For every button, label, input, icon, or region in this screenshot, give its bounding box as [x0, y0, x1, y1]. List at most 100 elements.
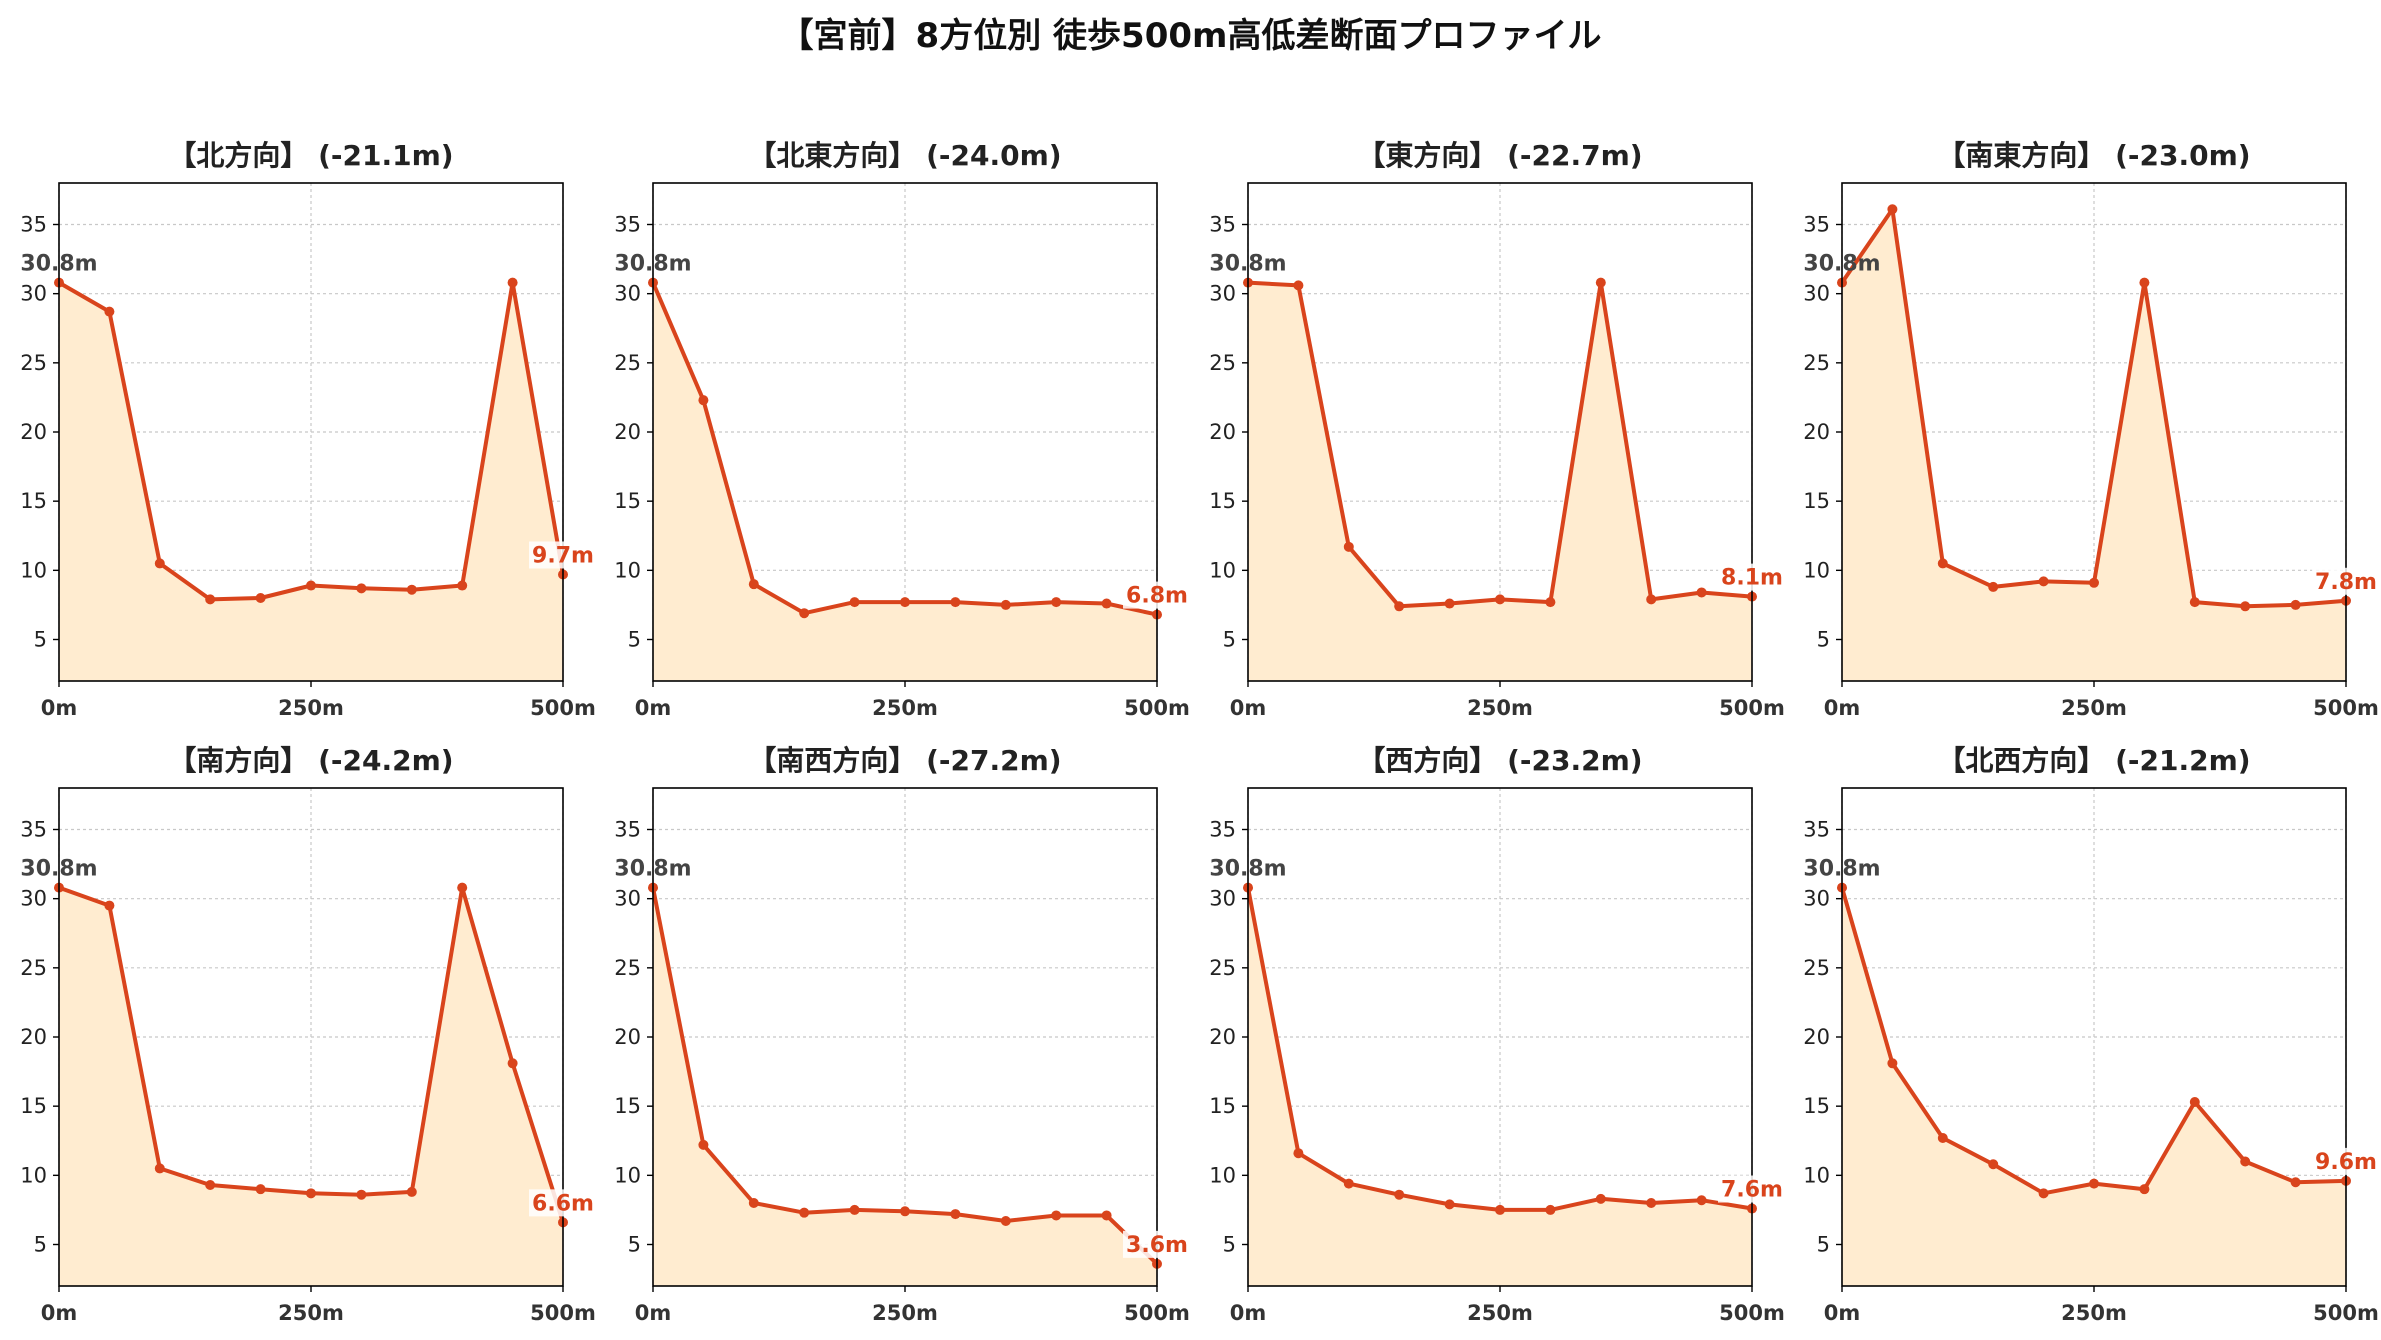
y-tick-label: 15 [614, 489, 641, 513]
panel-title: 【南東方向】 (-23.0m) [1937, 139, 2250, 172]
elevation-point [900, 597, 910, 608]
start-elevation-label: 30.8m [1209, 252, 1286, 277]
elevation-point [1545, 1204, 1556, 1215]
x-tick-label: 0m [41, 1301, 78, 1325]
x-tick-label: 0m [1824, 1301, 1861, 1325]
x-tick-label: 250m [872, 1301, 938, 1325]
y-tick-label: 15 [614, 1094, 641, 1118]
x-tick-label: 250m [278, 1301, 344, 1325]
elevation-point [457, 882, 468, 893]
elevation-point [900, 1206, 910, 1217]
elevation-point [255, 593, 266, 603]
y-tick-label: 25 [1209, 351, 1236, 375]
y-tick-label: 10 [614, 1163, 641, 1187]
y-tick-label: 20 [20, 420, 47, 444]
elevation-point [1595, 1193, 1606, 1204]
elevation-point [849, 597, 860, 608]
y-tick-label: 30 [614, 887, 641, 911]
elevation-point [154, 1163, 165, 1174]
panel-title: 【南西方向】 (-27.2m) [748, 744, 1061, 777]
end-elevation-label: 9.6m [2315, 1150, 2377, 1175]
elevation-point [1646, 1198, 1657, 1208]
elevation-point [1988, 1159, 1999, 1170]
y-tick-label: 20 [1209, 420, 1236, 444]
elevation-area [1248, 282, 1752, 681]
y-tick-label: 30 [1209, 282, 1236, 306]
y-tick-label: 5 [1223, 628, 1236, 652]
y-tick-label: 30 [20, 282, 47, 306]
end-label-box [1123, 1230, 1191, 1258]
elevation-point [1696, 587, 1707, 598]
y-tick-label: 20 [1803, 1025, 1830, 1049]
elevation-point [748, 1198, 759, 1208]
x-tick-label: 500m [530, 1301, 596, 1325]
elevation-point [1293, 1148, 1304, 1159]
elevation-point [748, 579, 759, 590]
end-elevation-label: 6.8m [1126, 584, 1188, 609]
y-tick-label: 10 [614, 558, 641, 582]
y-tick-label: 35 [1803, 213, 1830, 237]
x-tick-label: 500m [2313, 1301, 2379, 1325]
elevation-point [1394, 1189, 1405, 1200]
elevation-point [1000, 599, 1011, 610]
x-tick-label: 500m [1719, 1301, 1785, 1325]
elevation-point [1595, 277, 1606, 288]
y-tick-label: 10 [20, 1163, 47, 1187]
panel-title: 【北東方向】 (-24.0m) [748, 139, 1061, 172]
x-tick-label: 0m [1824, 696, 1861, 720]
elevation-panel-3: 5 10 15 20 25 30 35 0m 250m 500m 【南東方向】 (-23.0m) 30… [1803, 139, 2380, 720]
end-label-box [1718, 563, 1786, 591]
y-tick-label: 20 [20, 1025, 47, 1049]
elevation-area [1842, 887, 2346, 1286]
panel-title: 【東方向】 (-22.7m) [1357, 139, 1642, 172]
y-tick-label: 35 [20, 213, 47, 237]
end-elevation-label: 8.1m [1721, 566, 1783, 591]
elevation-point [1394, 601, 1405, 612]
elevation-panel-7: 5 10 15 20 25 30 35 0m 250m 500m 【北西方向】 (-21.2m) 30… [1803, 744, 2380, 1325]
x-tick-label: 250m [1467, 1301, 1533, 1325]
elevation-area [653, 887, 1157, 1286]
y-tick-label: 15 [20, 1094, 47, 1118]
y-tick-label: 15 [1209, 1094, 1236, 1118]
elevation-point [104, 900, 115, 911]
elevation-point [1495, 1204, 1505, 1215]
x-tick-label: 0m [1230, 696, 1267, 720]
y-tick-label: 35 [20, 818, 47, 842]
end-label-box [2312, 1147, 2380, 1175]
elevation-panel-4: 5 10 15 20 25 30 35 0m 250m 500m 【南方向】 (-24.2m) 30.… [20, 744, 597, 1325]
elevation-point [2089, 1178, 2099, 1189]
figure-title: 【宮前】8方位別 徒歩500m高低差断面プロファイル [779, 16, 1602, 56]
panel-title: 【北方向】 (-21.1m) [168, 139, 453, 172]
elevation-point [799, 1207, 810, 1218]
elevation-point [799, 608, 810, 619]
elevation-panel-1: 5 10 15 20 25 30 35 0m 250m 500m 【北東方向】 (-24.0m) 30… [614, 139, 1191, 720]
y-tick-label: 25 [614, 956, 641, 980]
elevation-point [2240, 601, 2251, 612]
end-label-box [2312, 567, 2380, 595]
y-tick-label: 5 [1817, 1233, 1830, 1257]
y-tick-label: 15 [20, 489, 47, 513]
elevation-point [849, 1204, 860, 1215]
y-tick-label: 35 [614, 818, 641, 842]
end-label-box [1718, 1175, 1786, 1203]
y-tick-label: 5 [1817, 628, 1830, 652]
elevation-point [1937, 558, 1948, 569]
y-tick-label: 5 [34, 628, 47, 652]
end-label-box [1123, 581, 1191, 609]
elevation-point [950, 1209, 961, 1220]
y-tick-label: 30 [1209, 887, 1236, 911]
start-elevation-label: 30.8m [614, 252, 691, 277]
elevation-point [2240, 1156, 2251, 1167]
x-tick-label: 250m [872, 696, 938, 720]
elevation-point [457, 580, 468, 591]
x-tick-label: 0m [635, 1301, 672, 1325]
elevation-point [1444, 598, 1455, 609]
panel-title: 【南方向】 (-24.2m) [168, 744, 453, 777]
elevation-point [2139, 277, 2150, 288]
end-label-box [529, 541, 597, 569]
elevation-point [356, 583, 367, 594]
y-tick-label: 20 [614, 1025, 641, 1049]
y-tick-label: 10 [1803, 1163, 1830, 1187]
elevation-area [59, 887, 563, 1286]
